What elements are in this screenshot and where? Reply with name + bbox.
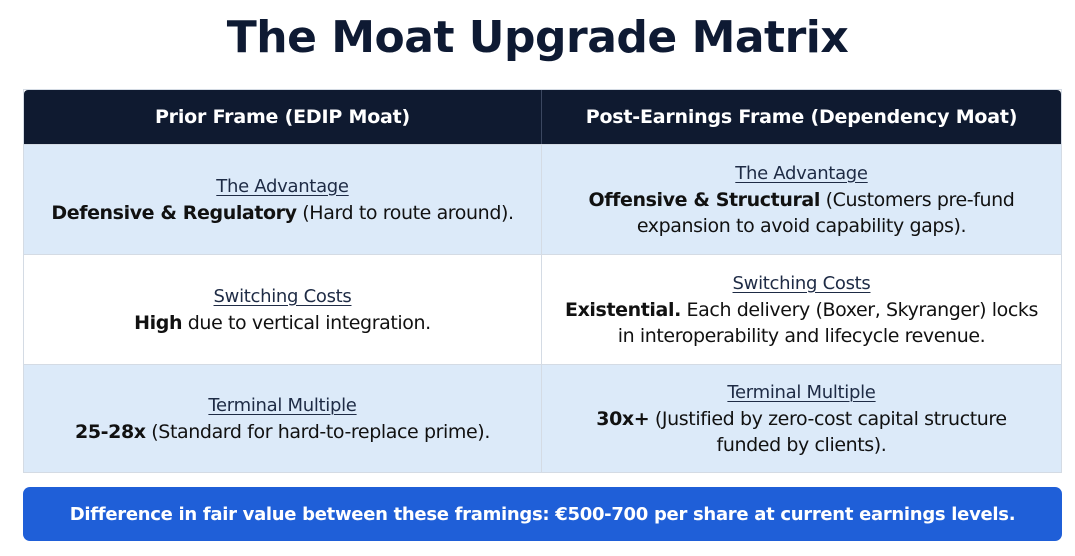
cell-prior-advantage: The Advantage Defensive & Regulatory (Ha…	[24, 144, 542, 254]
cell-value-text: (Customers pre-fund	[819, 188, 1015, 211]
cell-value: Offensive & Structural (Customers pre-fu…	[589, 187, 1015, 213]
cell-value: 30x+ (Justified by zero-cost capital str…	[596, 406, 1007, 432]
cell-value-line2: funded by clients).	[716, 433, 887, 456]
column-header-post-earnings-frame: Post-Earnings Frame (Dependency Moat)	[542, 90, 1061, 144]
cell-value-bold: Defensive & Regulatory	[51, 201, 297, 224]
cell-prior-terminal-multiple: Terminal Multiple 25-28x (Standard for h…	[24, 364, 542, 472]
cell-value-text: (Justified by zero-cost capital structur…	[649, 407, 1007, 430]
cell-value-bold: High	[134, 311, 183, 334]
cell-value: 25-28x (Standard for hard-to-replace pri…	[75, 419, 490, 445]
cell-value: Defensive & Regulatory (Hard to route ar…	[51, 200, 514, 226]
cell-value-text: Each delivery (Boxer, Skyranger) locks	[680, 298, 1039, 321]
cell-post-advantage: The Advantage Offensive & Structural (Cu…	[542, 144, 1061, 254]
cell-value-text: due to vertical integration.	[182, 311, 431, 334]
cell-label: Switching Costs	[732, 272, 871, 294]
cell-value-bold: 25-28x	[75, 420, 146, 443]
cell-post-switching-costs: Switching Costs Existential. Each delive…	[542, 254, 1061, 364]
cell-value-bold: 30x+	[596, 407, 650, 430]
cell-value-text: (Standard for hard-to-replace prime).	[145, 420, 490, 443]
page-title: The Moat Upgrade Matrix	[226, 12, 849, 63]
column-header-prior-frame: Prior Frame (EDIP Moat)	[24, 90, 542, 144]
cell-label: Terminal Multiple	[727, 381, 876, 403]
cell-value-bold: Offensive & Structural	[588, 188, 821, 211]
cell-label: The Advantage	[735, 162, 868, 184]
cell-label: Switching Costs	[213, 285, 352, 307]
cell-value-line2: expansion to avoid capability gaps).	[636, 214, 967, 237]
cell-prior-switching-costs: Switching Costs High due to vertical int…	[24, 254, 542, 364]
cell-value-text: (Hard to route around).	[296, 201, 514, 224]
cell-value: Existential. Each delivery (Boxer, Skyra…	[565, 297, 1038, 323]
cell-label: Terminal Multiple	[208, 394, 357, 416]
cell-post-terminal-multiple: Terminal Multiple 30x+ (Justified by zer…	[542, 364, 1061, 472]
fair-value-difference-banner: Difference in fair value between these f…	[23, 487, 1062, 541]
cell-value: High due to vertical integration.	[134, 310, 431, 336]
cell-value-bold: Existential.	[565, 298, 681, 321]
moat-matrix-table: Prior Frame (EDIP Moat) Post-Earnings Fr…	[23, 89, 1062, 473]
cell-value-line2: in interoperability and lifecycle revenu…	[617, 324, 986, 347]
cell-label: The Advantage	[216, 175, 349, 197]
